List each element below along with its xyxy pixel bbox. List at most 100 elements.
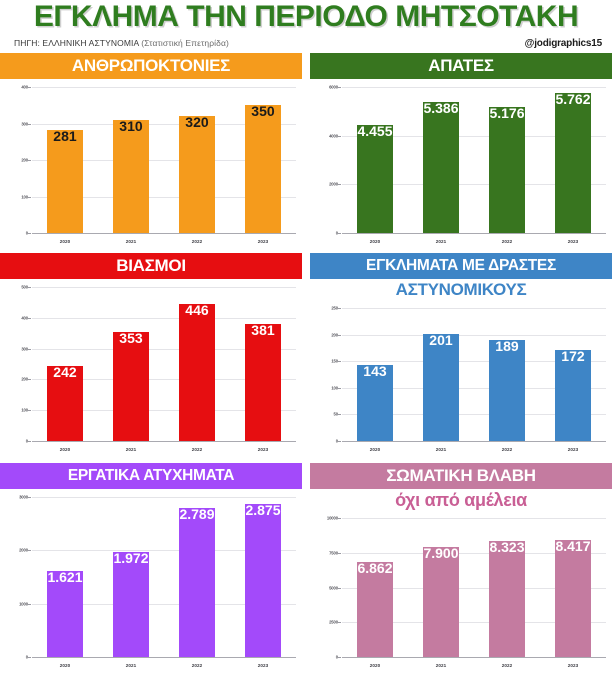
chart-subtitle: ΑΣΤΥΝΟΜΙΚΟΥΣ	[395, 280, 527, 299]
bar-slot: 8.323	[474, 518, 540, 657]
bar-value-label: 1.972	[113, 549, 149, 566]
bar[interactable]: 201	[422, 332, 460, 441]
plot-area: 0 100 200 300 400 281 310 320 350 2020 2021 2022 202…	[0, 85, 302, 245]
bar[interactable]: 242	[46, 364, 84, 441]
gridline	[342, 622, 606, 624]
y-axis-tick	[28, 233, 31, 234]
plot-inner: 0 2500 5000 7500 10000 6.862 7.900 8.323 8.417 20…	[310, 516, 612, 669]
plot-area: 0 2000 4000 6000 4.455 5.386 5.176 5.762 2020 202…	[310, 85, 612, 245]
bar-value-label: 2.875	[245, 501, 281, 518]
y-axis-tick-label: 0	[25, 230, 28, 236]
y-axis-tick-label: 200	[21, 376, 28, 382]
chart-title: ΒΙΑΣΜΟΙ	[0, 253, 302, 279]
gridline	[342, 552, 606, 554]
bar-series: 6.862 7.900 8.323 8.417	[342, 518, 606, 657]
x-axis-tick-label: 2021	[125, 239, 137, 244]
chart-panel: ΣΩΜΑΤΙΚΗ ΒΛΑΒΗ όχι από αμέλεια 0 2500 5000 75…	[310, 463, 612, 680]
bar-value-label: 350	[251, 103, 275, 120]
gridline	[32, 87, 296, 88]
bar[interactable]: 446	[178, 302, 216, 441]
y-axis-tick-label: 50	[333, 411, 339, 417]
chart-grid: ΑΝΘΡΩΠΟΚΤΟΝΙΕΣ 0 100 200 300 400 281 310 320 350 2…	[0, 53, 612, 680]
bar[interactable]: 189	[488, 338, 526, 441]
bar[interactable]: 353	[112, 330, 150, 441]
bar-value-label: 4.455	[357, 122, 393, 139]
y-axis-tick-label: 2000	[19, 547, 28, 553]
y-axis-tick	[28, 657, 31, 658]
gridline	[32, 497, 296, 498]
y-axis-tick-label: 0	[25, 438, 28, 444]
bar[interactable]: 2.789	[178, 506, 216, 657]
gridline	[32, 287, 296, 288]
plot-inner: 0 100 200 300 400 500 242 353 446 381 2020 2021 2022…	[0, 285, 302, 453]
bar-value-label: 281	[53, 128, 77, 145]
x-axis-line	[342, 657, 606, 658]
bar[interactable]: 5.176	[488, 105, 526, 233]
x-axis-line	[342, 441, 606, 442]
bar[interactable]: 320	[178, 114, 216, 233]
bar-value-label: 172	[561, 347, 585, 364]
bar[interactable]: 143	[356, 362, 394, 441]
plot-inner: 0 100 200 300 400 281 310 320 350 2020 2021 2022 202…	[0, 85, 302, 245]
y-axis-tick	[28, 441, 31, 442]
y-axis-tick-label: 0	[335, 438, 338, 444]
bar[interactable]: 2.875	[244, 501, 282, 657]
x-axis-labels: 2020 2021 2022 2023	[32, 239, 296, 244]
bar[interactable]: 5.762	[554, 91, 592, 233]
bar[interactable]: 281	[46, 128, 84, 233]
y-axis-tick	[28, 379, 31, 381]
y-axis-tick-label: 300	[21, 121, 28, 126]
bar-slot: 5.386	[408, 87, 474, 233]
bar-series: 1.621 1.972 2.789 2.875	[32, 497, 296, 657]
bar-slot: 320	[164, 87, 230, 233]
bar[interactable]: 310	[112, 118, 150, 233]
gridline	[32, 196, 296, 198]
y-axis-tick	[338, 441, 341, 442]
plot-area: 0 100 200 300 400 500 242 353 446 381 2020 2021 2022…	[0, 285, 302, 453]
y-axis-tick	[338, 518, 341, 519]
bar[interactable]: 172	[554, 347, 592, 441]
bar[interactable]: 4.455	[356, 122, 394, 233]
y-axis-tick	[28, 196, 31, 198]
bar-series: 4.455 5.386 5.176 5.762	[342, 87, 606, 233]
x-axis-tick-label: 2023	[257, 663, 269, 668]
gridline	[342, 518, 606, 519]
x-axis-tick-label: 2022	[191, 447, 203, 452]
chart-subtitle: όχι από αμέλεια	[395, 490, 527, 510]
bar-value-label: 353	[119, 330, 143, 347]
x-axis-tick-label: 2022	[191, 239, 203, 244]
y-axis-tick-label: 2000	[329, 181, 338, 187]
x-axis-tick-label: 2023	[257, 239, 269, 244]
bar-slot: 2.875	[230, 497, 296, 657]
x-axis-line	[342, 233, 606, 234]
bar[interactable]: 8.323	[488, 539, 526, 657]
plot-area: 0 50 100 150 200 250 143 201 189 172 2020 2021 2022 2…	[310, 306, 612, 453]
bar-slot: 8.417	[540, 518, 606, 657]
bar[interactable]: 1.972	[112, 549, 150, 657]
x-axis-tick-label: 2021	[435, 239, 447, 244]
chart-panel: ΕΓΚΛΗΜΑΤΑ ΜΕ ΔΡΑΣΤΕΣ ΑΣΤΥΝΟΜΙΚΟΥΣ 0 50 100 15…	[310, 253, 612, 463]
bar[interactable]: 381	[244, 322, 282, 441]
bar-slot: 310	[98, 87, 164, 233]
x-axis-labels: 2020 2021 2022 2023	[342, 239, 606, 244]
y-axis-tick	[338, 387, 341, 389]
plot-area: 0 1000 2000 3000 1.621 1.972 2.789 2.875 2020 202…	[0, 495, 302, 669]
bar-slot: 201	[408, 308, 474, 441]
bar[interactable]: 5.386	[422, 100, 460, 233]
gridline	[32, 410, 296, 412]
chart-panel: ΑΠΑΤΕΣ 0 2000 4000 6000 4.455 5.386 5.176 5.762 2…	[310, 53, 612, 253]
y-axis-tick	[338, 657, 341, 658]
gridline	[342, 587, 606, 589]
bar[interactable]: 1.621	[46, 569, 84, 657]
y-axis-tick	[338, 135, 341, 137]
bar[interactable]: 350	[244, 103, 282, 233]
bar[interactable]: 7.900	[422, 545, 460, 657]
y-axis-tick	[338, 87, 341, 88]
header-subrow: ΠΗΓΗ: ΕΛΛΗΝΙΚΗ ΑΣΤΥΝΟΜΙΑ (Στατιστική Επε…	[8, 32, 604, 53]
bar-value-label: 143	[363, 362, 387, 379]
bar-value-label: 201	[429, 332, 453, 349]
bar[interactable]: 6.862	[356, 560, 394, 657]
bar[interactable]: 8.417	[554, 538, 592, 657]
bar-value-label: 5.176	[489, 105, 525, 122]
y-axis-tick-label: 0	[335, 654, 338, 660]
